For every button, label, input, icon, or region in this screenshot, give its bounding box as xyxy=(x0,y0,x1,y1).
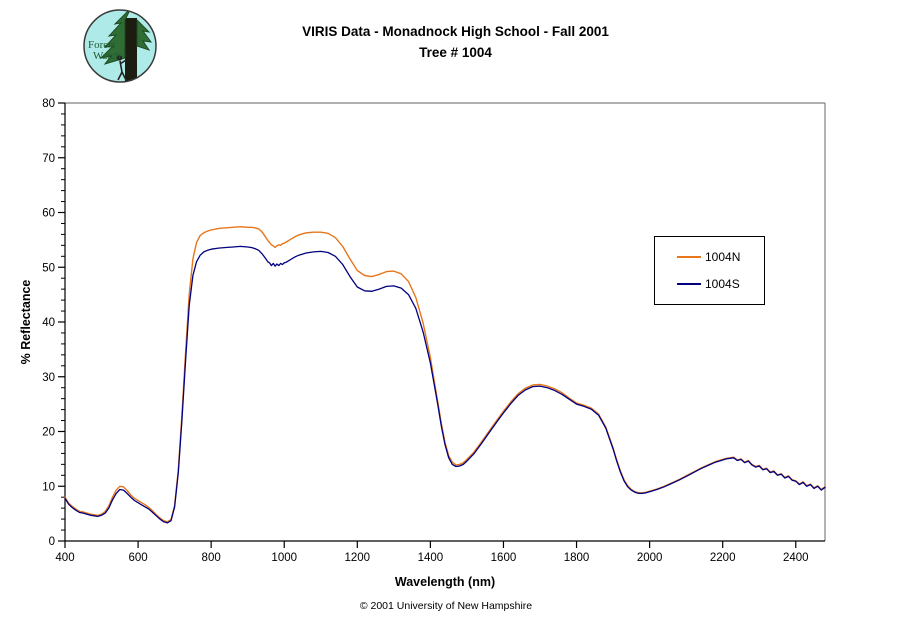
logo-text-watch: Watch xyxy=(93,50,121,62)
y-axis-title: % Reflectance xyxy=(19,279,33,365)
chart-subtitle: Tree # 1004 xyxy=(419,45,492,60)
x-tick-label: 800 xyxy=(202,552,221,564)
y-tick-label: 40 xyxy=(42,317,55,329)
y-tick-label: 80 xyxy=(42,98,55,110)
y-tick-label: 20 xyxy=(42,427,55,439)
title-block: VIRIS Data - Monadnock High School - Fal… xyxy=(0,21,911,63)
x-tick-label: 600 xyxy=(128,552,147,564)
legend-box: 1004N 1004S xyxy=(654,236,765,305)
forest-watch-logo-art: Forest Watch xyxy=(83,9,157,83)
x-tick-label: 2000 xyxy=(637,552,663,564)
legend-label-1004N: 1004N xyxy=(705,250,741,264)
y-axis-minor-ticks xyxy=(61,113,65,531)
logo-tree-foliage-right xyxy=(136,18,153,51)
logo-person xyxy=(116,55,127,81)
x-tick-label: 1400 xyxy=(418,552,444,564)
y-tick-label: 30 xyxy=(42,372,55,384)
copyright-text: © 2001 University of New Hampshire xyxy=(359,600,533,612)
logo-tree-foliage xyxy=(99,10,132,65)
x-tick-label: 1600 xyxy=(491,552,517,564)
legend-line-sample-1004S xyxy=(677,283,701,285)
forest-watch-logo: Forest Watch xyxy=(81,6,159,86)
x-tick-label: 1200 xyxy=(345,552,371,564)
logo-text-forest: Forest xyxy=(88,39,116,51)
x-tick-label: 1800 xyxy=(564,552,590,564)
legend-line-sample-1004N xyxy=(677,256,701,258)
x-tick-label: 400 xyxy=(55,552,74,564)
chart-title: VIRIS Data - Monadnock High School - Fal… xyxy=(302,24,609,39)
logo-tree-trunk xyxy=(125,18,137,82)
x-axis-ticks: 400 600 800 1000 1200 1400 1600 1800 2000 2200 240… xyxy=(55,541,809,564)
legend-item-1004N: 1004N xyxy=(677,250,764,264)
y-tick-label: 0 xyxy=(49,536,55,548)
y-tick-label: 70 xyxy=(42,153,55,165)
x-axis-title: Wavelength (nm) xyxy=(394,575,496,589)
y-axis-ticks: 0 10 20 30 40 50 60 70 80 xyxy=(42,98,65,548)
x-tick-label: 2400 xyxy=(783,552,809,564)
y-tick-label: 60 xyxy=(42,208,55,220)
legend-label-1004S: 1004S xyxy=(705,277,740,291)
y-tick-label: 50 xyxy=(42,262,55,274)
legend-item-1004S: 1004S xyxy=(677,277,764,291)
x-tick-label: 2200 xyxy=(710,552,736,564)
series-line-1004S xyxy=(64,245,826,524)
x-tick-label: 1000 xyxy=(271,552,297,564)
y-tick-label: 10 xyxy=(42,481,55,493)
